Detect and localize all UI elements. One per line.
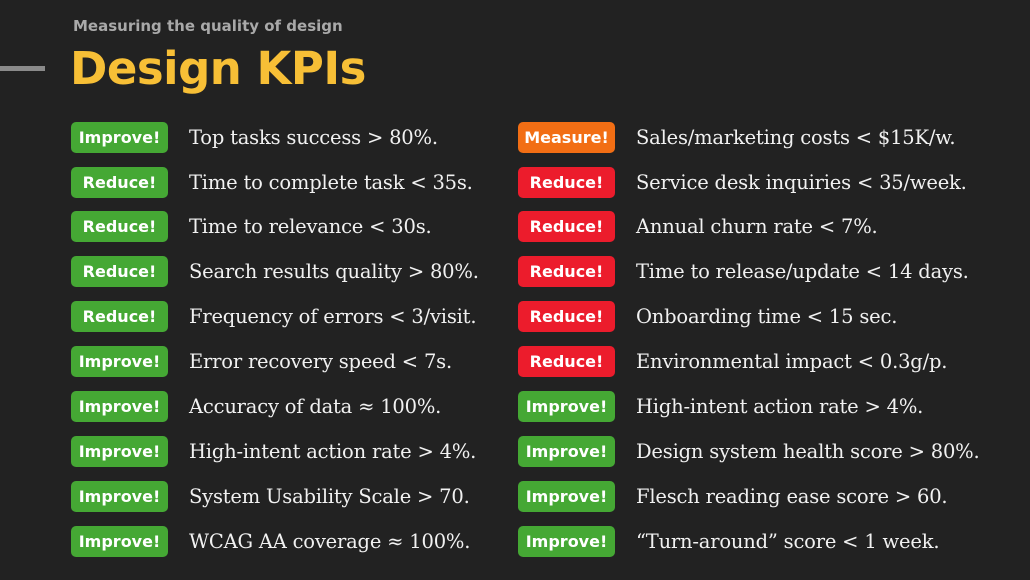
improve-badge: Improve! <box>71 435 168 467</box>
kpi-row-left-9: Improve! WCAG AA coverage ≈ 100%. <box>71 524 470 558</box>
page-subtitle: Measuring the quality of design <box>73 17 343 35</box>
kpi-text: Time to relevance < 30s. <box>189 214 432 238</box>
kpi-text: Time to complete task < 35s. <box>189 170 473 194</box>
kpi-text: Flesch reading ease score > 60. <box>636 484 948 508</box>
kpi-text: Time to release/update < 14 days. <box>636 259 969 283</box>
kpi-text: “Turn-around” score < 1 week. <box>636 529 940 553</box>
kpi-text: Search results quality > 80%. <box>189 259 479 283</box>
improve-badge: Improve! <box>518 435 615 467</box>
reduce-badge: Reduce! <box>518 210 615 242</box>
reduce-badge: Reduce! <box>71 166 168 198</box>
kpi-text: Accuracy of data ≈ 100%. <box>189 394 442 418</box>
measure-badge: Measure! <box>518 121 615 153</box>
kpi-row-right-8: Improve! Flesch reading ease score > 60. <box>518 479 948 513</box>
kpi-row-left-6: Improve! Accuracy of data ≈ 100%. <box>71 389 441 423</box>
kpi-row-right-3: Reduce! Time to release/update < 14 days… <box>518 254 969 288</box>
kpi-row-right-6: Improve! High-intent action rate > 4%. <box>518 389 923 423</box>
kpi-text: Onboarding time < 15 sec. <box>636 304 898 328</box>
improve-badge: Improve! <box>71 390 168 422</box>
page-title: Design KPIs <box>70 42 366 95</box>
kpi-row-right-0: Measure! Sales/marketing costs < $15K/w. <box>518 120 956 154</box>
reduce-badge: Reduce! <box>518 300 615 332</box>
kpi-row-right-9: Improve! “Turn-around” score < 1 week. <box>518 524 940 558</box>
kpi-text: High-intent action rate > 4%. <box>189 439 477 463</box>
kpi-row-left-3: Reduce! Search results quality > 80%. <box>71 254 479 288</box>
kpi-row-left-2: Reduce! Time to relevance < 30s. <box>71 209 432 243</box>
kpi-text: Frequency of errors < 3/visit. <box>189 304 477 328</box>
improve-badge: Improve! <box>71 345 168 377</box>
kpi-row-left-0: Improve! Top tasks success > 80%. <box>71 120 438 154</box>
kpi-row-right-7: Improve! Design system health score > 80… <box>518 434 980 468</box>
kpi-text: Service desk inquiries < 35/week. <box>636 170 967 194</box>
kpi-text: Environmental impact < 0.3g/p. <box>636 349 948 373</box>
improve-badge: Improve! <box>518 390 615 422</box>
kpi-row-left-8: Improve! System Usability Scale > 70. <box>71 479 470 513</box>
kpi-row-left-5: Improve! Error recovery speed < 7s. <box>71 344 452 378</box>
improve-badge: Improve! <box>71 480 168 512</box>
reduce-badge: Reduce! <box>518 166 615 198</box>
improve-badge: Improve! <box>71 121 168 153</box>
kpi-row-left-4: Reduce! Frequency of errors < 3/visit. <box>71 299 477 333</box>
kpi-text: High-intent action rate > 4%. <box>636 394 924 418</box>
kpi-text: Error recovery speed < 7s. <box>189 349 452 373</box>
kpi-text: Sales/marketing costs < $15K/w. <box>636 125 956 149</box>
kpi-row-left-7: Improve! High-intent action rate > 4%. <box>71 434 476 468</box>
accent-line <box>0 66 45 71</box>
kpi-text: WCAG AA coverage ≈ 100%. <box>189 529 471 553</box>
improve-badge: Improve! <box>71 525 168 557</box>
kpi-row-right-1: Reduce! Service desk inquiries < 35/week… <box>518 165 967 199</box>
reduce-badge: Reduce! <box>71 210 168 242</box>
reduce-badge: Reduce! <box>71 300 168 332</box>
kpi-row-left-1: Reduce! Time to complete task < 35s. <box>71 165 473 199</box>
kpi-row-right-4: Reduce! Onboarding time < 15 sec. <box>518 299 897 333</box>
kpi-row-right-5: Reduce! Environmental impact < 0.3g/p. <box>518 344 947 378</box>
kpi-text: Annual churn rate < 7%. <box>636 214 878 238</box>
improve-badge: Improve! <box>518 480 615 512</box>
kpi-text: Top tasks success > 80%. <box>189 125 438 149</box>
kpi-row-right-2: Reduce! Annual churn rate < 7%. <box>518 209 878 243</box>
reduce-badge: Reduce! <box>518 345 615 377</box>
reduce-badge: Reduce! <box>71 255 168 287</box>
kpi-text: Design system health score > 80%. <box>636 439 980 463</box>
improve-badge: Improve! <box>518 525 615 557</box>
kpi-text: System Usability Scale > 70. <box>189 484 470 508</box>
reduce-badge: Reduce! <box>518 255 615 287</box>
